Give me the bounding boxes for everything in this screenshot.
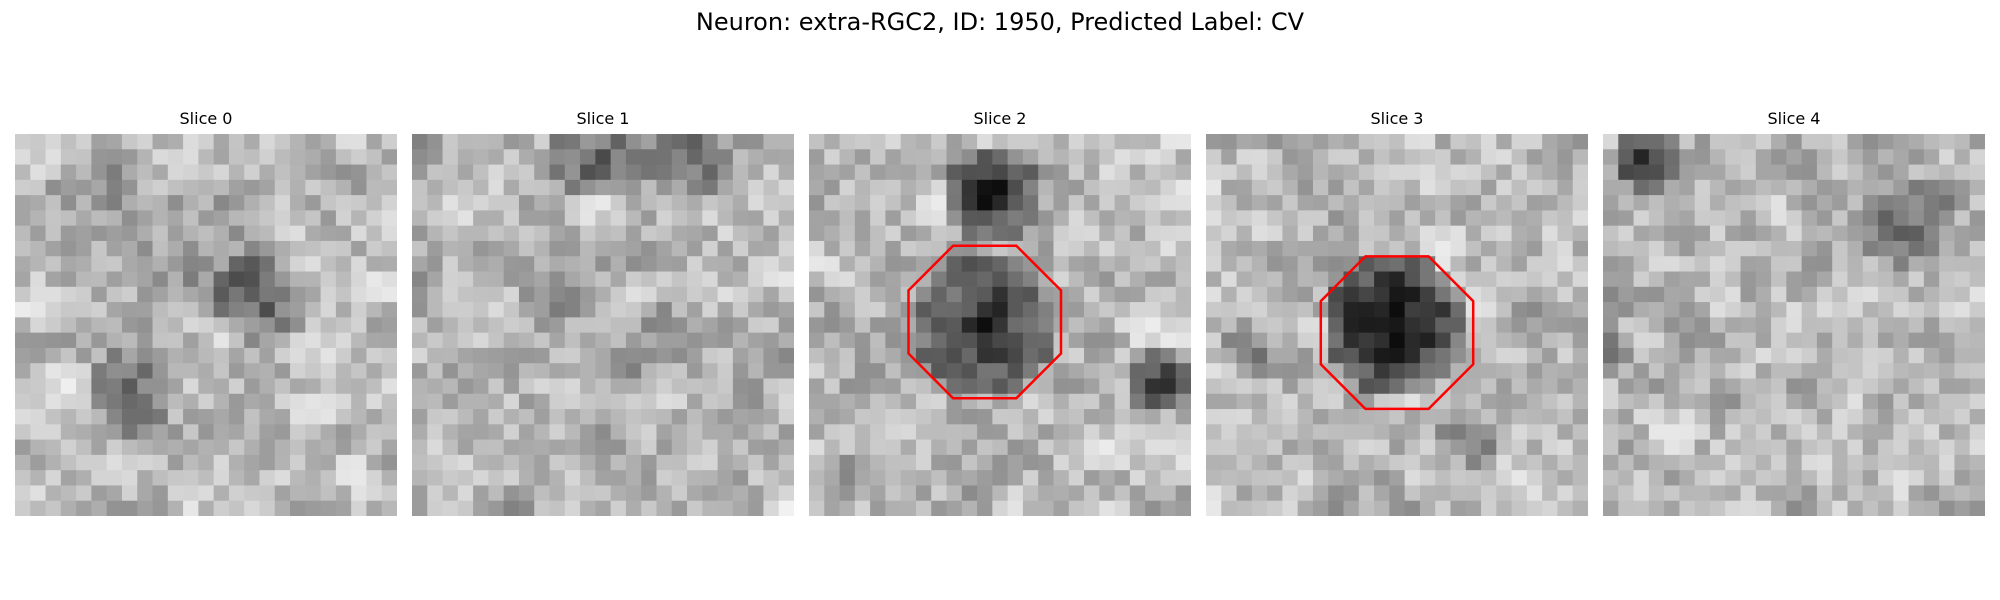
pixel-grid	[412, 134, 794, 516]
roi-octagon	[1319, 255, 1475, 411]
slice-title: Slice 4	[1767, 109, 1821, 128]
slice-image	[809, 134, 1191, 516]
slice-title: Slice 0	[179, 109, 233, 128]
pixel-grid	[1206, 134, 1588, 516]
pixel-grid	[1603, 134, 1985, 516]
slice-title: Slice 2	[973, 109, 1027, 128]
slice-image	[412, 134, 794, 516]
slice-image	[1603, 134, 1985, 516]
slice-title: Slice 1	[576, 109, 630, 128]
slice-image	[1206, 134, 1588, 516]
roi-octagon	[907, 244, 1063, 400]
pixel-grid	[809, 134, 1191, 516]
slice-title: Slice 3	[1370, 109, 1424, 128]
slice-image	[15, 134, 397, 516]
pixel-grid	[15, 134, 397, 516]
figure-title: Neuron: extra-RGC2, ID: 1950, Predicted …	[695, 8, 1305, 36]
